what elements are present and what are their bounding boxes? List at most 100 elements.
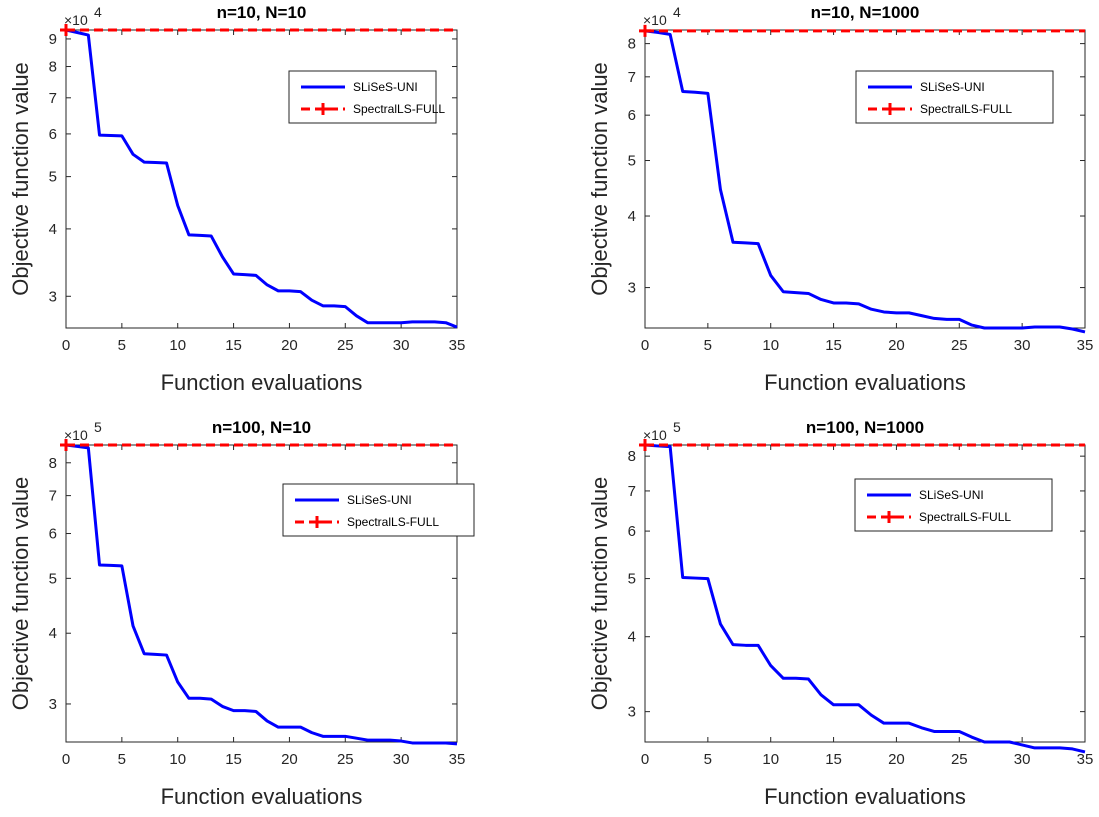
x-tick-label: 15 bbox=[825, 337, 842, 354]
exponent-label: ×10 bbox=[643, 427, 667, 443]
y-tick-label: 3 bbox=[628, 704, 636, 721]
x-tick-label: 10 bbox=[169, 337, 186, 354]
x-tick-label: 5 bbox=[704, 751, 712, 768]
exponent-label: ×10 bbox=[643, 12, 667, 28]
exponent-label: ×10 bbox=[64, 427, 88, 443]
legend-label: SpectralLS-FULL bbox=[353, 102, 445, 116]
series-marker-plus bbox=[639, 24, 651, 37]
x-tick-label: 15 bbox=[225, 751, 242, 768]
legend-label: SLiSeS-UNI bbox=[920, 80, 985, 94]
legend-label: SLiSeS-UNI bbox=[353, 80, 418, 94]
legend-marker-plus bbox=[317, 103, 329, 115]
x-tick-label: 10 bbox=[762, 337, 779, 354]
x-tick-label: 20 bbox=[281, 337, 298, 354]
y-tick-label: 4 bbox=[49, 625, 57, 642]
x-tick-label: 35 bbox=[449, 337, 466, 354]
x-tick-label: 35 bbox=[1077, 337, 1094, 354]
legend-box bbox=[282, 483, 475, 537]
y-tick-label: 6 bbox=[49, 126, 57, 143]
x-tick-label: 10 bbox=[169, 751, 186, 768]
x-axis-label: Function evaluations bbox=[764, 370, 966, 395]
x-tick-label: 30 bbox=[1014, 751, 1031, 768]
series-line-sliseS-uni bbox=[644, 443, 1086, 754]
chart-title: n=100, N=10 bbox=[212, 418, 311, 437]
legend-marker-plus bbox=[311, 516, 323, 528]
x-tick-label: 30 bbox=[393, 337, 410, 354]
x-tick-label: 15 bbox=[825, 751, 842, 768]
y-axis-label: Objective function value bbox=[587, 477, 612, 711]
y-tick-label: 9 bbox=[49, 31, 57, 48]
chart-panel-2: n=10, N=1000 ×10 4 0 5 10 15 20 25 30 35 3 4 5 6 7 8 Func… bbox=[587, 3, 1093, 395]
exponent-power: 5 bbox=[94, 419, 102, 435]
legend-marker-plus bbox=[883, 511, 895, 523]
series-marker-plus bbox=[60, 24, 72, 36]
series-line-sliseS-uni bbox=[65, 443, 458, 746]
x-tick-label: 0 bbox=[641, 337, 649, 354]
chart-panel-3: n=100, N=10 ×10 5 0 5 10 15 20 25 30 35 3 4 5 6 7 8 Funct… bbox=[8, 418, 475, 809]
legend-label: SpectralLS-FULL bbox=[347, 515, 439, 529]
x-tick-label: 25 bbox=[951, 337, 968, 354]
x-tick-label: 35 bbox=[449, 751, 466, 768]
x-tick-label: 0 bbox=[641, 751, 649, 768]
y-tick-label: 4 bbox=[628, 629, 636, 646]
y-tick-label: 8 bbox=[628, 448, 636, 465]
x-tick-label: 25 bbox=[337, 751, 354, 768]
y-tick-label: 3 bbox=[628, 280, 636, 297]
x-tick-label: 25 bbox=[337, 337, 354, 354]
legend-label: SpectralLS-FULL bbox=[919, 510, 1011, 524]
y-tick-label: 3 bbox=[49, 288, 57, 305]
chart-title: n=10, N=1000 bbox=[811, 3, 920, 22]
x-tick-label: 30 bbox=[393, 751, 410, 768]
legend-label: SLiSeS-UNI bbox=[347, 493, 412, 507]
legend-marker-plus bbox=[884, 103, 896, 115]
x-axis-label: Function evaluations bbox=[764, 784, 966, 809]
chart-title: n=10, N=10 bbox=[217, 3, 307, 22]
x-tick-label: 0 bbox=[62, 751, 70, 768]
exponent-label: ×10 bbox=[64, 12, 88, 28]
y-axis-label: Objective function value bbox=[8, 477, 33, 711]
x-tick-label: 35 bbox=[1077, 751, 1094, 768]
x-tick-label: 20 bbox=[888, 751, 905, 768]
x-axis-label: Function evaluations bbox=[161, 370, 363, 395]
y-axis-label: Objective function value bbox=[8, 62, 33, 296]
chart-panel-4: n=100, N=1000 ×10 5 0 5 10 15 20 25 30 35 3 4 5 6 7 8 Fun… bbox=[587, 418, 1093, 809]
y-tick-label: 5 bbox=[49, 169, 57, 186]
chart-title: n=100, N=1000 bbox=[806, 418, 924, 437]
exponent-power: 4 bbox=[673, 4, 681, 20]
y-tick-label: 6 bbox=[628, 523, 636, 540]
x-tick-label: 15 bbox=[225, 337, 242, 354]
x-tick-label: 25 bbox=[951, 751, 968, 768]
legend-box bbox=[288, 70, 437, 124]
y-tick-label: 8 bbox=[628, 36, 636, 53]
exponent-power: 5 bbox=[673, 419, 681, 435]
y-tick-label: 6 bbox=[628, 107, 636, 124]
y-tick-label: 7 bbox=[628, 483, 636, 500]
y-tick-label: 8 bbox=[49, 455, 57, 472]
x-tick-label: 30 bbox=[1014, 337, 1031, 354]
y-tick-label: 4 bbox=[628, 208, 636, 225]
series-marker-plus bbox=[639, 439, 651, 451]
x-tick-label: 5 bbox=[118, 751, 126, 768]
y-tick-label: 3 bbox=[49, 696, 57, 713]
y-tick-label: 5 bbox=[49, 570, 57, 587]
chart-panel-1: n=10, N=10 ×10 4 0 5 10 15 20 25 30 35 3 4 5 6 7 8 9 Funct… bbox=[8, 3, 465, 395]
y-axis-label: Objective function value bbox=[587, 62, 612, 296]
y-tick-label: 6 bbox=[49, 526, 57, 543]
x-tick-label: 10 bbox=[762, 751, 779, 768]
x-tick-label: 20 bbox=[888, 337, 905, 354]
x-tick-label: 5 bbox=[118, 337, 126, 354]
series-line-sliseS-uni bbox=[65, 28, 458, 329]
series-line-sliseS-uni bbox=[644, 29, 1086, 334]
y-tick-label: 7 bbox=[49, 488, 57, 505]
y-tick-label: 7 bbox=[49, 90, 57, 107]
y-tick-label: 7 bbox=[628, 69, 636, 86]
y-tick-label: 5 bbox=[628, 571, 636, 588]
y-tick-label: 8 bbox=[49, 59, 57, 76]
x-axis-label: Function evaluations bbox=[161, 784, 363, 809]
x-tick-label: 5 bbox=[704, 337, 712, 354]
y-tick-label: 4 bbox=[49, 221, 57, 238]
legend-label: SLiSeS-UNI bbox=[919, 488, 984, 502]
series-marker-plus bbox=[60, 439, 72, 451]
legend-label: SpectralLS-FULL bbox=[920, 102, 1012, 116]
